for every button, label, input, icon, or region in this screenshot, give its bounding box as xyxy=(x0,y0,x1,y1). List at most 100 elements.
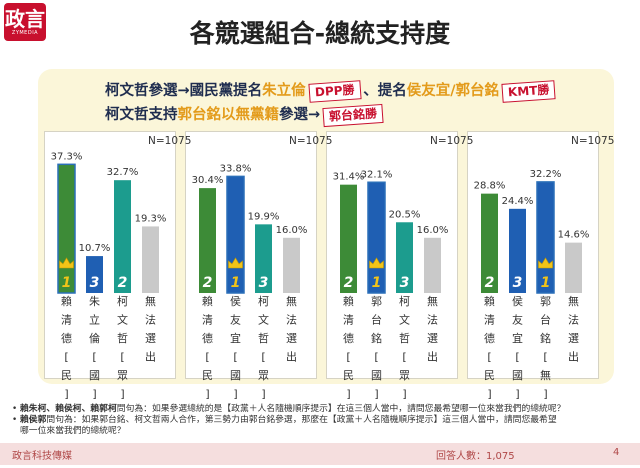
category-label-2-4-2: 法 xyxy=(286,313,297,327)
category-label-3-1-4: [ xyxy=(346,351,350,364)
value-label-4-2: 24.4% xyxy=(502,196,534,207)
rank-label-3-1: 2 xyxy=(344,275,354,291)
category-label-2-1-5: 民 xyxy=(202,369,213,382)
category-label-3-4-3: 選 xyxy=(427,332,438,345)
rank-label-3-3: 3 xyxy=(400,275,410,291)
category-label-3-3-4: [ xyxy=(402,351,406,364)
category-label-4-2-1: 侯 xyxy=(512,294,523,308)
page-number: 4 xyxy=(613,447,620,458)
value-label-1-4: 19.3% xyxy=(135,213,167,224)
category-label-4-4-1: 無 xyxy=(568,294,579,308)
category-label-4-2-4: [ xyxy=(515,351,519,364)
subhead-2-c: 參選→ xyxy=(279,107,321,123)
category-label-2-3-6: ] xyxy=(261,388,265,401)
category-label-3-1-3: 德 xyxy=(343,331,354,345)
crown-icon-3 xyxy=(369,257,384,269)
bar-1-4 xyxy=(142,226,159,293)
footnote-1-bold: 賴朱柯、賴侯柯、賴郭柯 xyxy=(20,404,117,414)
bar-4-2 xyxy=(509,208,526,293)
category-label-1-4-1: 無 xyxy=(145,294,156,308)
page-title: 各競選組合-總統支持度 xyxy=(189,19,451,48)
category-label-4-3-4: [ xyxy=(543,351,547,364)
subhead-1-d: 侯友宜/郭台銘 xyxy=(406,83,500,99)
category-label-2-1-6: ] xyxy=(205,388,209,401)
rank-label-4-3: 1 xyxy=(541,275,551,291)
footnote-2-text: 問句為：如果郭台銘、柯文哲兩人合作，第三勢力由郭台銘參選，那麼在【政黨＋人名隨機… xyxy=(46,415,557,425)
category-label-1-2-2: 立 xyxy=(89,313,100,327)
category-label-1-4-4: 出 xyxy=(145,350,156,364)
category-label-2-4-1: 無 xyxy=(286,294,297,308)
footnote-2-cont: 哪一位來當我們的總統呢？ xyxy=(20,426,126,436)
bar-2-4 xyxy=(283,237,300,293)
category-label-1-1-2: 清 xyxy=(61,314,72,327)
category-label-1-2-6: ] xyxy=(92,388,96,401)
category-label-1-1-4: [ xyxy=(64,351,68,364)
category-label-3-3-5: 眾 xyxy=(399,369,410,382)
category-label-2-1-4: [ xyxy=(205,351,209,364)
category-label-1-3-6: ] xyxy=(120,388,124,401)
category-label-3-2-6: ] xyxy=(374,388,378,401)
category-label-2-1-3: 德 xyxy=(202,331,213,345)
category-label-4-1-6: ] xyxy=(487,388,491,401)
category-label-1-3-3: 哲 xyxy=(117,332,128,345)
footnote-1: • 賴朱柯、賴侯柯、賴郭柯問句為：如果參選總統的是【政黨＋人名隨機順序提示】在這… xyxy=(12,404,566,414)
category-label-2-1-1: 賴 xyxy=(202,294,213,308)
category-label-2-3-5: 眾 xyxy=(258,369,269,382)
category-label-2-4-4: 出 xyxy=(286,350,297,364)
sample-size-4: N=1075 xyxy=(571,135,615,147)
category-label-1-4-2: 法 xyxy=(145,313,156,327)
rank-label-2-1: 2 xyxy=(203,275,213,291)
rank-label-4-1: 2 xyxy=(485,275,495,291)
rank-label-1-3: 2 xyxy=(118,275,128,291)
category-label-2-3-2: 文 xyxy=(258,313,269,327)
footer-source: 政言科技傳媒 xyxy=(12,451,72,462)
footnote-2-bold: 賴侯郭 xyxy=(20,415,47,425)
category-label-1-2-3: 倫 xyxy=(89,331,100,345)
value-label-1-2: 10.7% xyxy=(79,243,111,254)
category-label-3-2-2: 台 xyxy=(371,313,382,327)
value-label-3-2: 32.1% xyxy=(361,169,393,180)
category-label-4-4-3: 選 xyxy=(568,332,579,345)
category-label-1-3-1: 柯 xyxy=(117,295,128,308)
category-label-4-1-4: [ xyxy=(487,351,491,364)
category-label-2-2-3: 宜 xyxy=(230,331,241,345)
bar-1-2 xyxy=(86,256,103,293)
category-label-3-4-4: 出 xyxy=(427,350,438,364)
category-label-4-1-2: 清 xyxy=(484,314,495,327)
value-label-3-4: 16.0% xyxy=(417,225,449,236)
category-label-1-4-3: 選 xyxy=(145,332,156,345)
subhead-line-1: 柯文哲參選→國民黨提名朱立倫 DPP勝 、提名侯友宜/郭台銘 KMT勝 xyxy=(105,79,558,103)
rank-label-1-2: 3 xyxy=(90,275,100,291)
category-label-4-3-1: 郭 xyxy=(540,295,551,308)
category-label-1-1-5: 民 xyxy=(61,369,72,382)
category-label-4-2-2: 友 xyxy=(512,313,523,327)
crown-icon-2 xyxy=(228,257,243,269)
category-label-2-2-1: 侯 xyxy=(230,294,241,308)
bar-1-3 xyxy=(114,180,131,293)
category-label-1-2-5: 國 xyxy=(89,369,100,382)
value-label-2-2: 33.8% xyxy=(220,163,252,174)
category-label-4-3-5: 無 xyxy=(540,368,551,382)
value-label-3-3: 20.5% xyxy=(389,209,421,220)
bar-1-1 xyxy=(57,163,76,294)
footnotes: • 賴朱柯、賴侯柯、賴郭柯問句為：如果參選總統的是【政黨＋人名隨機順序提示】在這… xyxy=(12,404,632,437)
bar-4-4 xyxy=(565,242,582,293)
category-label-4-3-2: 台 xyxy=(540,313,551,327)
subhead-1-c: 、提名 xyxy=(363,83,407,99)
category-label-4-1-3: 德 xyxy=(484,331,495,345)
category-label-1-1-6: ] xyxy=(64,388,68,401)
bar-3-3 xyxy=(396,222,413,293)
category-label-4-2-6: ] xyxy=(515,388,519,401)
category-label-2-2-2: 友 xyxy=(230,313,241,327)
category-label-1-3-2: 文 xyxy=(117,313,128,327)
category-label-3-2-4: [ xyxy=(374,351,378,364)
value-label-4-3: 32.2% xyxy=(530,169,562,180)
category-label-1-1-1: 賴 xyxy=(61,294,72,308)
value-label-1-1: 37.3% xyxy=(51,151,83,162)
bar-4-1 xyxy=(481,193,498,293)
value-label-4-1: 28.8% xyxy=(474,181,506,192)
subhead-2-a: 柯文哲支持 xyxy=(105,107,178,123)
category-label-1-3-5: 眾 xyxy=(117,369,128,382)
category-label-3-3-6: ] xyxy=(402,388,406,401)
